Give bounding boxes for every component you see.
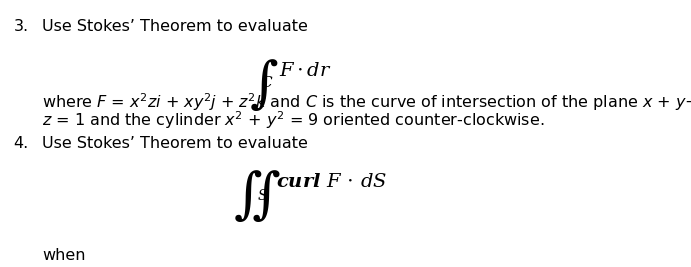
Text: 3.: 3. bbox=[14, 19, 29, 34]
Text: $\mathit{F} \cdot d\mathit{r}$: $\mathit{F} \cdot d\mathit{r}$ bbox=[278, 62, 331, 80]
Text: $\mathit{z}$ = 1 and the cylinder $\mathit{x}^2$ + $\mathit{y}^2$ = 9 oriented c: $\mathit{z}$ = 1 and the cylinder $\math… bbox=[42, 109, 545, 131]
Text: when: when bbox=[42, 248, 86, 263]
Text: $\int$: $\int$ bbox=[249, 57, 278, 113]
Text: $\mathit{C}$: $\mathit{C}$ bbox=[261, 75, 273, 90]
Text: 4.: 4. bbox=[14, 136, 29, 151]
Text: where $\mathit{F}$ = $\mathit{x}^2\mathit{zi}$ + $\mathit{xy}^2\mathit{j}$ + $\m: where $\mathit{F}$ = $\mathit{x}^2\mathi… bbox=[42, 92, 691, 113]
Text: Use Stokes’ Theorem to evaluate: Use Stokes’ Theorem to evaluate bbox=[42, 136, 308, 151]
Text: $\mathit{S}$: $\mathit{S}$ bbox=[257, 188, 268, 203]
Text: $\iint$: $\iint$ bbox=[234, 168, 281, 224]
Text: Use Stokes’ Theorem to evaluate: Use Stokes’ Theorem to evaluate bbox=[42, 19, 308, 34]
Text: curl $\mathit{F}$ $\cdot$ $d\mathit{S}$: curl $\mathit{F}$ $\cdot$ $d\mathit{S}$ bbox=[276, 173, 387, 191]
